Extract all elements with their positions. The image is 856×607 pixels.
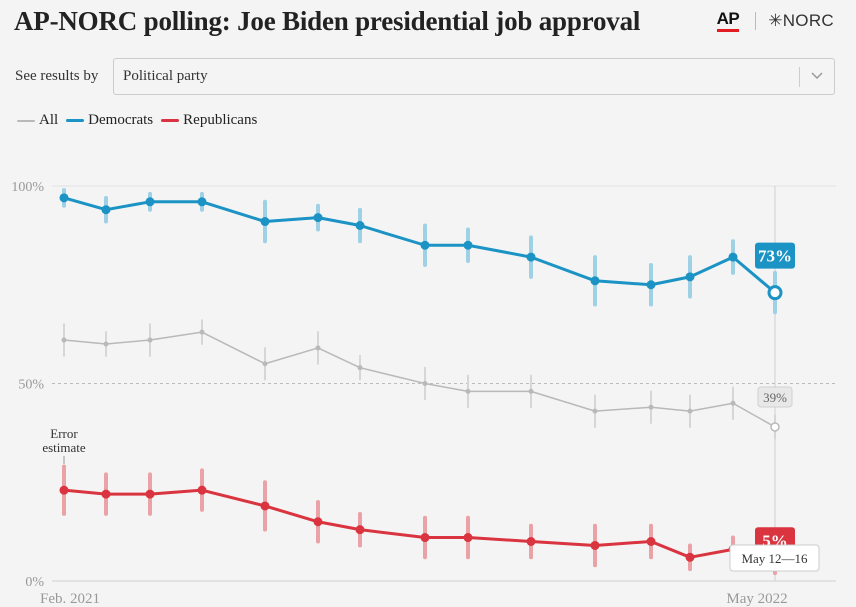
data-point-all (687, 408, 693, 414)
legend-label-all: All (39, 112, 59, 128)
x-tick-label: Feb. 2021 (40, 591, 100, 607)
data-point-all (315, 345, 321, 351)
series-line-all (63, 331, 776, 428)
data-point-republicans (590, 540, 600, 550)
data-point-all (103, 341, 109, 347)
group-by-select-value: Political party (123, 68, 208, 84)
logos: AP ✳NORC (716, 9, 834, 32)
end-label-box-democrats (755, 242, 795, 269)
data-point-all (770, 422, 780, 432)
series-line-democrats (63, 196, 776, 294)
legend-swatch-republicans (161, 119, 180, 122)
legend-label-republicans: Republicans (183, 112, 258, 128)
norc-logo[interactable]: ✳NORC (768, 10, 834, 30)
legend-swatch-all (17, 119, 35, 122)
data-point-democrats (59, 193, 69, 203)
data-point-all (199, 329, 205, 335)
y-tick-label: 100% (11, 180, 44, 195)
chart-legend: All Democrats Republicans (17, 112, 265, 129)
error-estimate-label: estimate (42, 440, 86, 455)
data-point-republicans (526, 537, 536, 546)
group-by-select[interactable]: Political party (113, 58, 835, 95)
data-point-republicans (463, 533, 473, 543)
data-point-all (422, 381, 428, 386)
x-tick-label: May 2022 (726, 591, 787, 607)
data-point-democrats (101, 205, 111, 215)
data-point-democrats (646, 280, 656, 290)
data-point-democrats (463, 240, 473, 250)
data-point-democrats (313, 213, 323, 223)
data-point-republicans (101, 489, 111, 499)
data-point-all (147, 337, 153, 343)
filter-label: See results by (15, 68, 99, 84)
select-divider (799, 67, 800, 87)
data-point-all (592, 408, 598, 414)
logo-divider (755, 11, 757, 30)
end-label-all: 39% (763, 390, 787, 405)
legend-swatch-democrats (66, 119, 85, 122)
end-label-box-all (757, 386, 793, 408)
end-label-democrats: 73% (758, 247, 792, 266)
data-point-democrats (767, 285, 783, 301)
data-point-all (648, 404, 654, 410)
data-point-democrats (728, 252, 738, 262)
data-point-democrats (197, 197, 207, 207)
data-point-democrats (355, 221, 365, 230)
data-point-all (357, 365, 363, 371)
data-point-republicans (145, 489, 155, 499)
data-point-democrats (685, 272, 695, 282)
legend-item-all[interactable]: All (17, 112, 58, 129)
hover-date-label: May 12—16 (741, 551, 808, 566)
data-point-republicans (197, 485, 207, 495)
data-point-republicans (355, 525, 365, 535)
ap-logo-underline (716, 29, 740, 32)
data-point-republicans (646, 537, 656, 546)
data-point-all (730, 400, 736, 406)
data-point-all (528, 388, 534, 394)
data-point-all (262, 361, 268, 367)
data-point-republicans (685, 552, 695, 562)
data-point-republicans (59, 485, 69, 495)
series-line-republicans (63, 488, 776, 563)
chevron-down-icon[interactable] (810, 64, 824, 88)
legend-item-democrats[interactable]: Democrats (66, 112, 153, 129)
data-point-democrats (590, 276, 600, 286)
data-point-republicans (313, 517, 323, 527)
data-point-all (61, 337, 67, 343)
legend-item-republicans[interactable]: Republicans (161, 112, 257, 129)
data-point-republicans (420, 533, 430, 543)
data-point-democrats (420, 240, 430, 250)
ap-logo-text: AP (716, 9, 740, 28)
data-point-all (465, 388, 471, 394)
y-tick-label: 50% (18, 378, 44, 393)
ap-logo[interactable]: AP (716, 9, 740, 32)
hover-date-box (729, 544, 820, 572)
data-point-republicans (260, 501, 270, 511)
data-point-democrats (526, 252, 536, 262)
chart-title: AP-NORC polling: Joe Biden presidential … (14, 6, 641, 36)
data-point-democrats (260, 217, 270, 227)
legend-label-democrats: Democrats (88, 112, 154, 128)
error-estimate-label: Error (50, 426, 78, 441)
data-point-democrats (145, 197, 155, 207)
y-tick-label: 0% (25, 575, 44, 590)
